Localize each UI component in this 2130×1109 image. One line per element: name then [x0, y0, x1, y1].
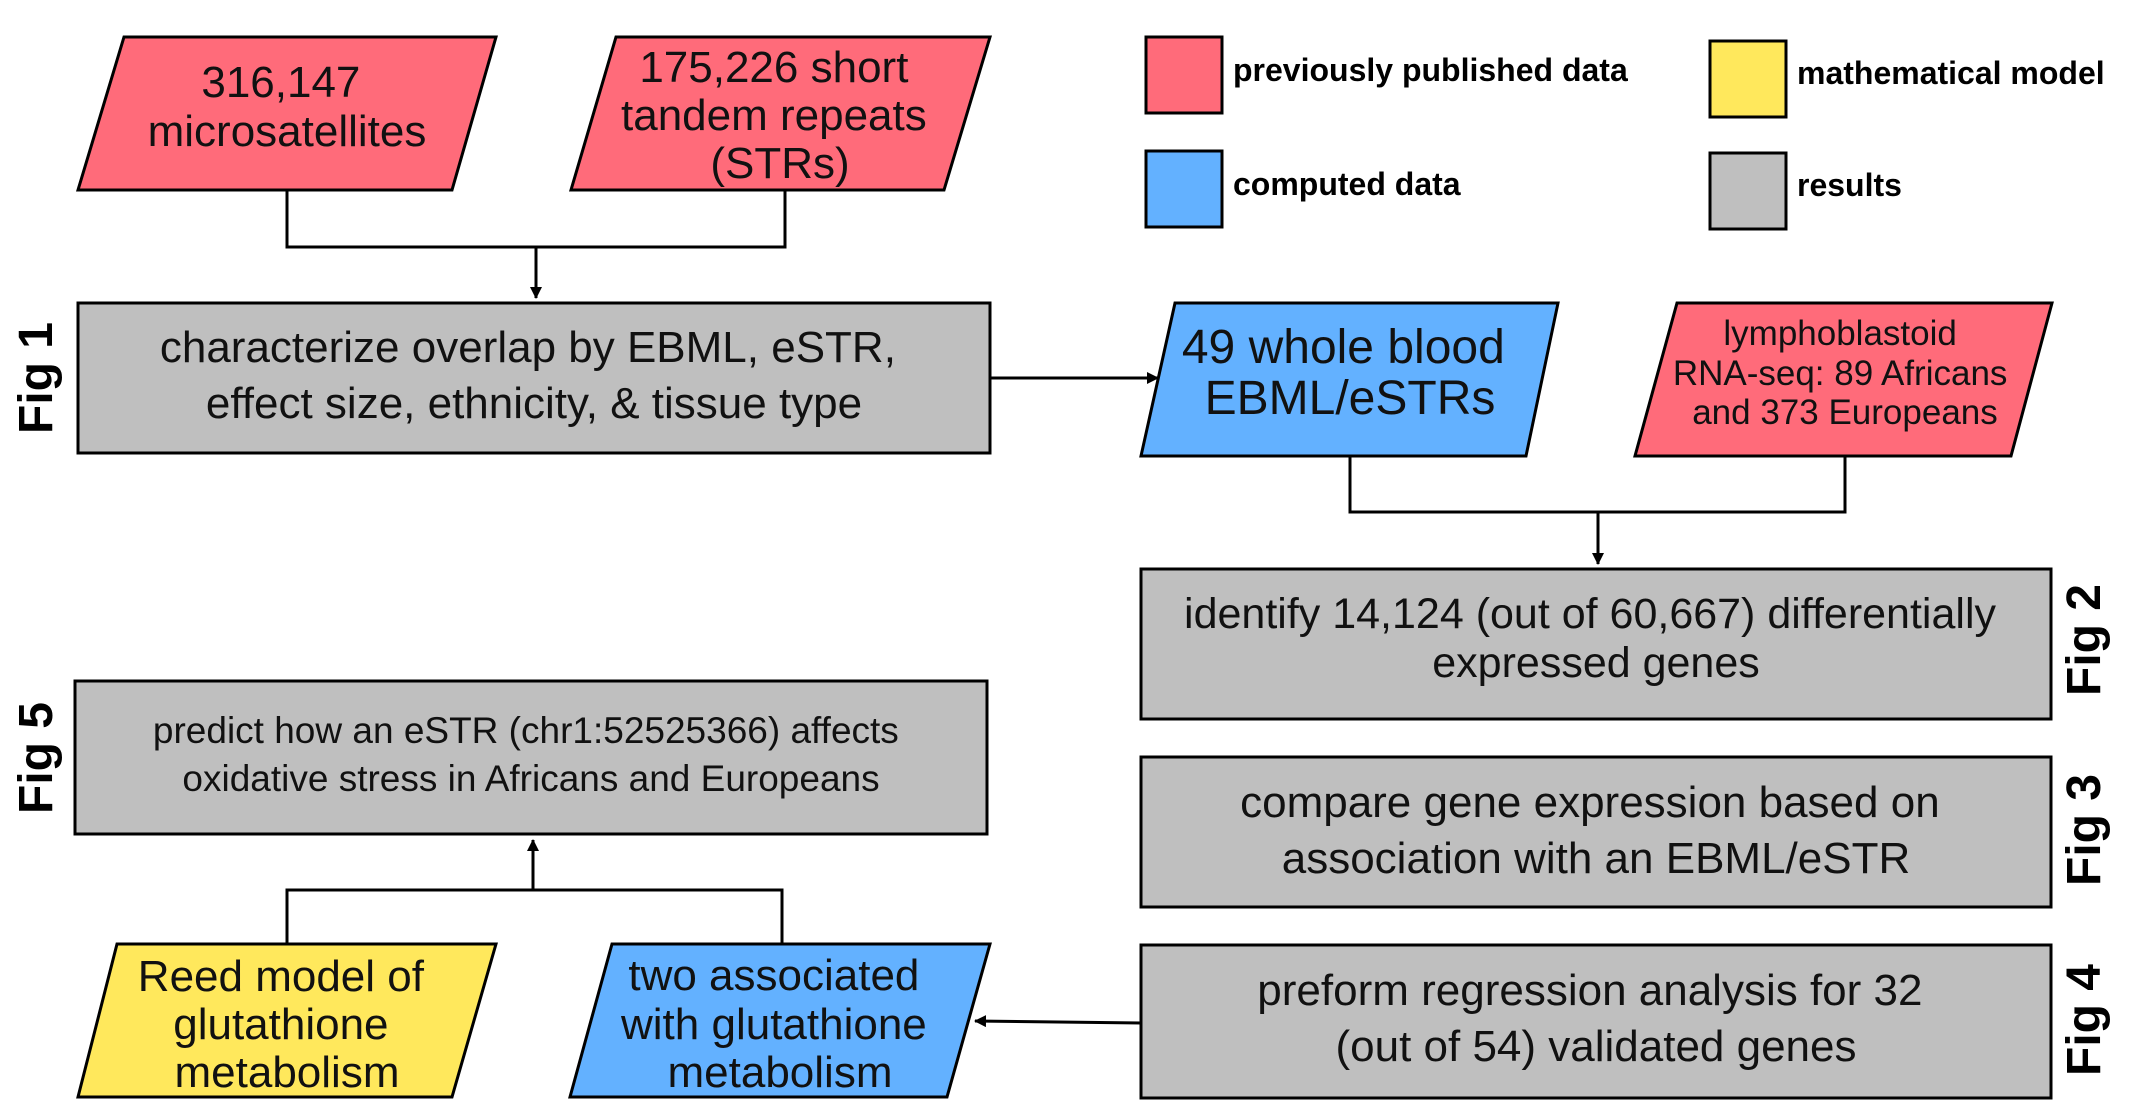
connector-microsatellites-strs	[285, 190, 787, 249]
lymphoblastoid-line-1: lymphoblastoid	[1723, 314, 1956, 353]
two-associated-line-3: metabolism	[668, 1048, 893, 1097]
two-associated-label: two associated with glutathione metaboli…	[620, 951, 939, 1097]
microsatellites-line-2: microsatellites	[148, 107, 427, 156]
predict-line-2: oxidative stress in Africans and Europea…	[182, 758, 879, 799]
legend-swatch-results	[1708, 151, 1788, 231]
node-labels: 316,147 microsatellites 175,226 short ta…	[138, 43, 2017, 1097]
arrow-regression-to-two-associated	[974, 1015, 1142, 1028]
fig3-label: Fig 3	[2058, 774, 2111, 886]
lymphoblastoid-line-3: and 373 Europeans	[1692, 393, 1998, 432]
whole-blood-label: 49 whole blood EBML/eSTRs	[1182, 321, 1518, 425]
regression-line-1: preform regression analysis for 32	[1257, 966, 1922, 1015]
whole-blood-data-box	[1139, 301, 1560, 458]
figure-labels: Fig 1 Fig 5 Fig 2 Fig 3 Fig 4	[10, 322, 2111, 1076]
legend-label-results: results	[1797, 167, 1902, 203]
identify-process-box	[1139, 567, 2053, 721]
characterize-label: characterize overlap by EBML, eSTR, effe…	[160, 323, 908, 428]
reed-model-line-2: glutathione	[173, 1000, 388, 1049]
strs-label: 175,226 short tandem repeats (STRs)	[621, 43, 939, 188]
reed-model-box	[76, 942, 498, 1099]
lymphoblastoid-label: lymphoblastoid RNA-seq: 89 Africans and …	[1673, 314, 2017, 432]
regression-line-2: (out of 54) validated genes	[1335, 1022, 1856, 1071]
predict-process-box	[73, 679, 989, 836]
legend-swatch-published	[1144, 35, 1224, 115]
regression-label: preform regression analysis for 32 (out …	[1257, 966, 1934, 1071]
two-associated-line-1: two associated	[628, 951, 919, 1000]
identify-label: identify 14,124 (out of 60,667) differen…	[1184, 590, 2008, 687]
legend-label-published: previously published data	[1233, 52, 1628, 88]
legend-label-model: mathematical model	[1797, 55, 2105, 91]
strs-line-3: (STRs)	[710, 139, 849, 188]
predict-line-1: predict how an eSTR (chr1:52525366) affe…	[153, 710, 899, 751]
predict-label: predict how an eSTR (chr1:52525366) affe…	[153, 710, 909, 799]
legend-labels: previously published data computed data …	[1233, 52, 2105, 203]
two-associated-data-box	[568, 942, 992, 1099]
legend-swatch-computed	[1144, 149, 1224, 229]
compare-process-box	[1139, 755, 2053, 909]
compare-line-1: compare gene expression based on	[1240, 778, 1940, 827]
identify-line-1: identify 14,124 (out of 60,667) differen…	[1184, 590, 1996, 638]
lymphoblastoid-data-box	[1633, 301, 2054, 458]
strs-line-2: tandem repeats	[621, 91, 927, 140]
legend-label-computed: computed data	[1233, 166, 1461, 202]
whole-blood-line-1: 49 whole blood	[1182, 321, 1505, 374]
reed-model-label: Reed model of glutathione metabolism	[138, 952, 436, 1097]
identify-line-2: expressed genes	[1432, 639, 1760, 687]
reed-model-line-1: Reed model of	[138, 952, 425, 1001]
strs-data-box	[568, 35, 993, 192]
compare-label: compare gene expression based on associa…	[1240, 778, 1952, 883]
connector-reed-two-associated	[285, 888, 784, 944]
legend	[1144, 35, 1788, 231]
lymphoblastoid-line-2: RNA-seq: 89 Africans	[1673, 354, 2008, 393]
characterize-process-box	[76, 301, 992, 455]
connectors	[285, 190, 1847, 1028]
microsatellites-line-1: 316,147	[201, 58, 360, 107]
microsatellites-label: 316,147 microsatellites	[148, 58, 427, 156]
fig2-label: Fig 2	[2058, 584, 2111, 696]
fig1-label: Fig 1	[10, 322, 63, 434]
whole-blood-line-2: EBML/eSTRs	[1205, 372, 1496, 425]
characterize-line-2: effect size, ethnicity, & tissue type	[206, 379, 862, 428]
legend-swatch-model	[1708, 39, 1788, 119]
nodes	[73, 35, 2054, 1100]
compare-line-2: association with an EBML/eSTR	[1282, 834, 1911, 883]
two-associated-line-2: with glutathione	[620, 1000, 927, 1049]
regression-process-box	[1139, 943, 2053, 1100]
fig4-label: Fig 4	[2058, 964, 2111, 1076]
characterize-line-1: characterize overlap by EBML, eSTR,	[160, 323, 896, 372]
reed-model-line-3: metabolism	[175, 1048, 400, 1097]
connector-whole-blood-lymphoblastoid	[1348, 456, 1847, 514]
fig5-label: Fig 5	[10, 702, 63, 814]
microsatellites-data-box	[75, 35, 498, 192]
strs-line-1: 175,226 short	[639, 43, 908, 92]
